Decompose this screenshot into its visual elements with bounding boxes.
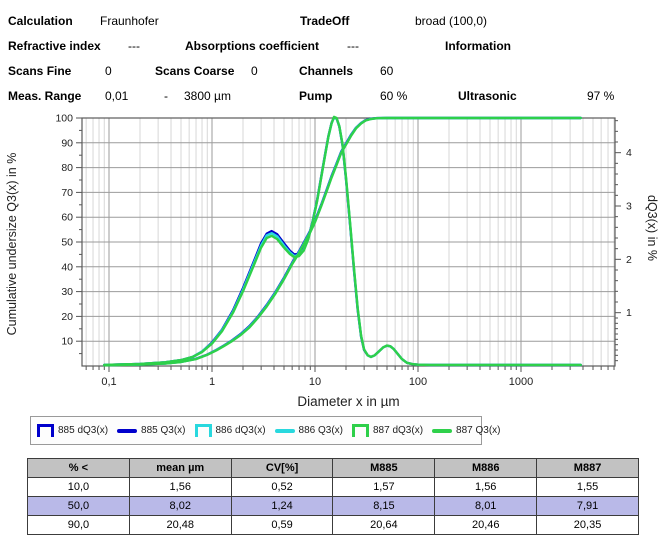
channels-label: Channels: [299, 64, 354, 78]
legend-label: 885 Q3(x): [141, 425, 186, 436]
legend-line-marker-icon: [274, 428, 295, 433]
axis-text: 2: [626, 254, 632, 266]
legend-item: 887 Q3(x): [432, 425, 501, 436]
legend-label: 886 dQ3(x): [215, 425, 266, 436]
scans-fine-label: Scans Fine: [8, 64, 72, 78]
scans-coarse-label: Scans Coarse: [155, 64, 235, 78]
table-cell: 0,59: [230, 515, 334, 535]
axis-text: 100: [409, 376, 427, 388]
axis-text: 40: [61, 261, 73, 273]
axis-text: 60: [61, 212, 73, 224]
axis-text: 1: [626, 307, 632, 319]
table-cell: 7,91: [536, 496, 639, 516]
chart-canvas: 10 20 30 40 50 60 70 80 90 100 0,1 1 10 100 1000 1 2 3 4 Di…: [5, 113, 659, 410]
axis-text: 30: [61, 286, 73, 298]
legend-item: 885 dQ3(x): [37, 424, 108, 437]
absorption-coefficient-label: Absorptions coefficient: [185, 39, 320, 53]
table-header-cell: M886: [434, 458, 538, 478]
table-cell: 20,48: [128, 515, 232, 535]
table-cell: 8,02: [128, 496, 232, 516]
scans-coarse-value: 0: [251, 64, 258, 78]
axis-text: Diameter x in µm: [297, 394, 399, 408]
table-header-cell: M885: [332, 458, 436, 478]
legend-label: 885 dQ3(x): [58, 425, 109, 436]
table-cell: 1,56: [434, 477, 538, 497]
legend-item: 885 Q3(x): [117, 425, 186, 436]
table-row[interactable]: 90,0 20,48 0,59 20,64 20,46 20,35: [27, 515, 639, 535]
legend-item: 887 dQ3(x): [352, 424, 423, 437]
meas-range-to: 3800 µm: [184, 89, 231, 103]
legend-line-marker-icon: [432, 428, 453, 433]
result-table-wrap: % < mean µm CV[%] M885 M886 M887 10,0 1,56 0,52…: [27, 458, 639, 535]
legend-line-marker-icon: [117, 428, 138, 433]
table-cell: 1,55: [536, 477, 639, 497]
ultrasonic-label: Ultrasonic: [458, 89, 517, 103]
table-cell: 20,46: [434, 515, 538, 535]
tradeoff-value: broad (100,0): [415, 14, 488, 28]
table-cell: 8,01: [434, 496, 538, 516]
axis-text: 70: [61, 187, 73, 199]
refractive-index-label: Refractive index: [8, 39, 101, 53]
axis-text: dQ3(x) in %: [645, 195, 659, 261]
channels-value: 60: [380, 64, 394, 78]
calculation-label: Calculation: [8, 14, 73, 28]
pump-value: 60 %: [380, 89, 408, 103]
axis-text: 20: [61, 311, 73, 323]
axis-text: 90: [61, 137, 73, 149]
table-cell: 1,57: [332, 477, 436, 497]
legend-label: 887 dQ3(x): [373, 425, 424, 436]
ultrasonic-value: 97 %: [587, 89, 615, 103]
result-table: % < mean µm CV[%] M885 M886 M887 10,0 1,56 0,52…: [27, 458, 639, 535]
table-cell: 50,0: [27, 496, 130, 516]
table-header-cell: % <: [27, 458, 130, 478]
axis-text: 100: [55, 113, 73, 125]
table-row-selected[interactable]: 50,0 8,02 1,24 8,15 8,01 7,91: [27, 496, 639, 516]
axis-text: 50: [61, 237, 73, 249]
table-header-cell: CV[%]: [230, 458, 334, 478]
axis-text: 1: [209, 376, 215, 388]
table-row[interactable]: 10,0 1,56 0,52 1,57 1,56 1,55: [27, 477, 639, 497]
refractive-index-value: ---: [128, 39, 140, 53]
table-cell: 1,24: [230, 496, 334, 516]
axis-text: 80: [61, 162, 73, 174]
legend-label: 887 Q3(x): [456, 425, 501, 436]
distribution-chart: 10 20 30 40 50 60 70 80 90 100 0,1 1 10 100 1000 1 2 3 4 Di…: [0, 108, 665, 410]
table-cell: 1,56: [128, 477, 232, 497]
table-cell: 0,52: [230, 477, 334, 497]
table-cell: 10,0: [27, 477, 130, 497]
table-cell: 20,64: [332, 515, 436, 535]
scans-fine-value: 0: [105, 64, 112, 78]
absorption-coefficient-value: ---: [347, 39, 359, 53]
table-header-row: % < mean µm CV[%] M885 M886 M887: [27, 458, 639, 478]
meas-range-label: Meas. Range: [8, 89, 82, 103]
table-cell: 20,35: [536, 515, 639, 535]
calculation-value: Fraunhofer: [100, 14, 159, 28]
tradeoff-label: TradeOff: [300, 14, 350, 28]
chart-legend: 885 dQ3(x) 885 Q3(x) 886 dQ3(x) 886 Q3(x) 88…: [30, 416, 501, 445]
legend-label: 886 Q3(x): [298, 425, 343, 436]
table-cell: 8,15: [332, 496, 436, 516]
axis-text: 10: [61, 336, 73, 348]
axis-text: 3: [626, 201, 632, 213]
table-cell: 90,0: [27, 515, 130, 535]
axis-text: Cumulative undersize Q3(x) in %: [5, 153, 19, 336]
information-label: Information: [445, 39, 511, 53]
table-header-cell: mean µm: [128, 458, 232, 478]
legend-square-marker-icon: [37, 424, 54, 437]
series-887dq3x: [103, 115, 582, 367]
meas-range-from: 0,01: [105, 89, 129, 103]
legend-item: 886 Q3(x): [274, 425, 343, 436]
meas-range-separator: -: [164, 89, 168, 103]
legend-item: 886 dQ3(x): [194, 424, 266, 437]
series-887q3x: [103, 116, 582, 367]
legend-square-marker-icon: [194, 424, 212, 437]
table-header-cell: M887: [536, 458, 639, 478]
axis-text: 4: [626, 147, 632, 159]
pump-label: Pump: [299, 89, 333, 103]
legend-square-marker-icon: [352, 424, 369, 437]
axis-text: 0,1: [101, 376, 116, 388]
axis-text: 1000: [509, 376, 533, 388]
axis-text: 10: [309, 376, 321, 388]
